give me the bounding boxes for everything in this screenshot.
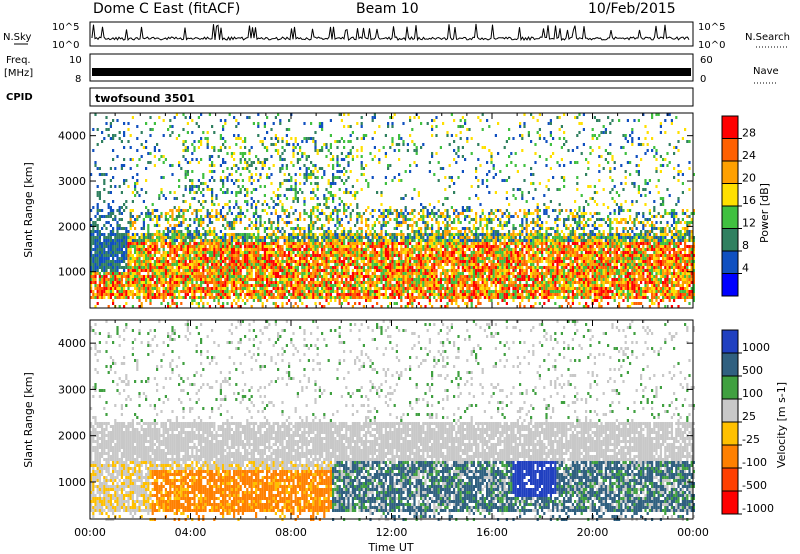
ytick-label: 1000 — [58, 266, 86, 279]
nave-tick-bottom: 0 — [700, 74, 706, 85]
colorbar-swatch — [722, 376, 738, 399]
nsearch-label: N.Search — [745, 32, 790, 43]
ytick-label: 3000 — [58, 175, 86, 188]
colorbar-swatch — [722, 206, 738, 229]
power-x-ticks — [89, 113, 694, 308]
colorbar-swatch — [722, 116, 738, 139]
colorbar-tick-label: 20 — [742, 172, 756, 185]
colorbar-tick-label: 4 — [742, 262, 749, 275]
nave-tick-top: 60 — [700, 55, 713, 66]
cpid-value: twofsound 3501 — [95, 92, 195, 105]
colorbar-tick-label: 28 — [742, 127, 756, 140]
colorbar-swatch — [722, 353, 738, 376]
colorbar-swatch — [722, 399, 738, 422]
colorbar-swatch — [722, 228, 738, 251]
power-ylabel: Slant Range [km] — [22, 162, 35, 258]
freq-tick-bottom: 8 — [75, 74, 81, 85]
colorbar-swatch — [722, 138, 738, 161]
colorbar-tick-label: 25 — [742, 410, 756, 423]
power-colorbar-label: Power [dB] — [758, 183, 771, 243]
ytick-label: 4000 — [58, 337, 86, 350]
colorbar-swatch — [722, 161, 738, 184]
colorbar-tick-label: 1000 — [742, 341, 770, 354]
nave-label: Nave — [753, 66, 779, 77]
cpid-label: CPID — [6, 92, 33, 103]
velocity-panel: 1000 2000 3000 4000 00:00 04:00 08:00 12:00 16:… — [22, 319, 709, 554]
freq-strip: Freq. [MHz] 10 8 60 0 Nave — [4, 53, 779, 85]
colorbar-tick-label: 16 — [742, 194, 756, 207]
colorbar-tick-label: 8 — [742, 239, 749, 252]
ytick-label: 3000 — [58, 383, 86, 396]
colorbar-swatch — [722, 468, 738, 491]
ytick-label: 4000 — [58, 130, 86, 143]
power-scatter-cells — [90, 113, 695, 308]
colorbar-tick-label: -25 — [742, 433, 760, 446]
station-title: Dome C East (fitACF) — [93, 1, 240, 17]
beam-title: Beam 10 — [356, 1, 419, 17]
xtick-label: 08:00 — [275, 526, 307, 539]
date-title: 10/Feb/2015 — [588, 1, 676, 17]
xtick-label: 20:00 — [577, 526, 609, 539]
colorbar-tick-label: -100 — [742, 456, 767, 469]
colorbar-swatch — [722, 422, 738, 445]
ytick-label: 1000 — [58, 476, 86, 489]
cpid-strip: CPID twofsound 3501 — [6, 87, 694, 107]
power-panel: 1000 2000 3000 4000 Slant Range [km] — [22, 112, 695, 309]
colorbar-tick-label: 100 — [742, 387, 763, 400]
nave-trace — [92, 68, 691, 76]
velocity-colorbar: 1000 500 100 25 -25 -100 -500 -1000 Velocity [m… — [721, 329, 788, 515]
freq-label-2: [MHz] — [4, 68, 33, 79]
velocity-xlabel: Time UT — [367, 541, 413, 554]
nsky-strip: N.Sky 10^5 10^0 10^5 10^0 N.Search — [3, 21, 790, 51]
colorbar-swatch — [722, 273, 738, 296]
velocity-colorbar-label: Velocity [m s-1] — [775, 382, 788, 468]
ytick-label: 2000 — [58, 220, 86, 233]
freq-label-1: Freq. — [6, 55, 31, 66]
xtick-label: 12:00 — [376, 526, 408, 539]
power-y-axis: 1000 2000 3000 4000 — [58, 130, 693, 279]
nsearch-tick-bottom: 10^0 — [698, 40, 725, 51]
nsky-tick-top: 10^5 — [52, 22, 79, 33]
velocity-x-axis: 00:00 04:00 08:00 12:00 16:00 20:00 00:00 — [74, 320, 709, 539]
colorbar-swatch — [722, 183, 738, 206]
freq-tick-top: 10 — [69, 55, 82, 66]
colorbar-tick-label: -500 — [742, 479, 767, 492]
xtick-label: 16:00 — [476, 526, 508, 539]
colorbar-swatch — [722, 251, 738, 274]
colorbar-tick-label: -1000 — [742, 502, 774, 515]
colorbar-tick-label: 500 — [742, 364, 763, 377]
colorbar-swatch — [722, 491, 738, 514]
colorbar-tick-label: 24 — [742, 149, 756, 162]
nsky-label: N.Sky — [3, 32, 31, 43]
xtick-label: 04:00 — [175, 526, 207, 539]
velocity-y-axis: 1000 2000 3000 4000 — [58, 337, 693, 489]
velocity-ylabel: Slant Range [km] — [22, 372, 35, 468]
nsearch-tick-top: 10^5 — [698, 22, 725, 33]
colorbar-swatch — [722, 330, 738, 353]
nsky-trace — [91, 23, 690, 42]
xtick-label: 00:00 — [74, 526, 106, 539]
velocity-scatter-cells — [90, 320, 695, 521]
nsky-tick-bottom: 10^0 — [52, 40, 79, 51]
colorbar-tick-label: 12 — [742, 217, 756, 230]
power-colorbar: 28 24 20 16 12 8 4 Power [dB] — [721, 115, 771, 297]
xtick-label: 00:00 — [677, 526, 709, 539]
ytick-label: 2000 — [58, 430, 86, 443]
colorbar-swatch — [722, 445, 738, 468]
